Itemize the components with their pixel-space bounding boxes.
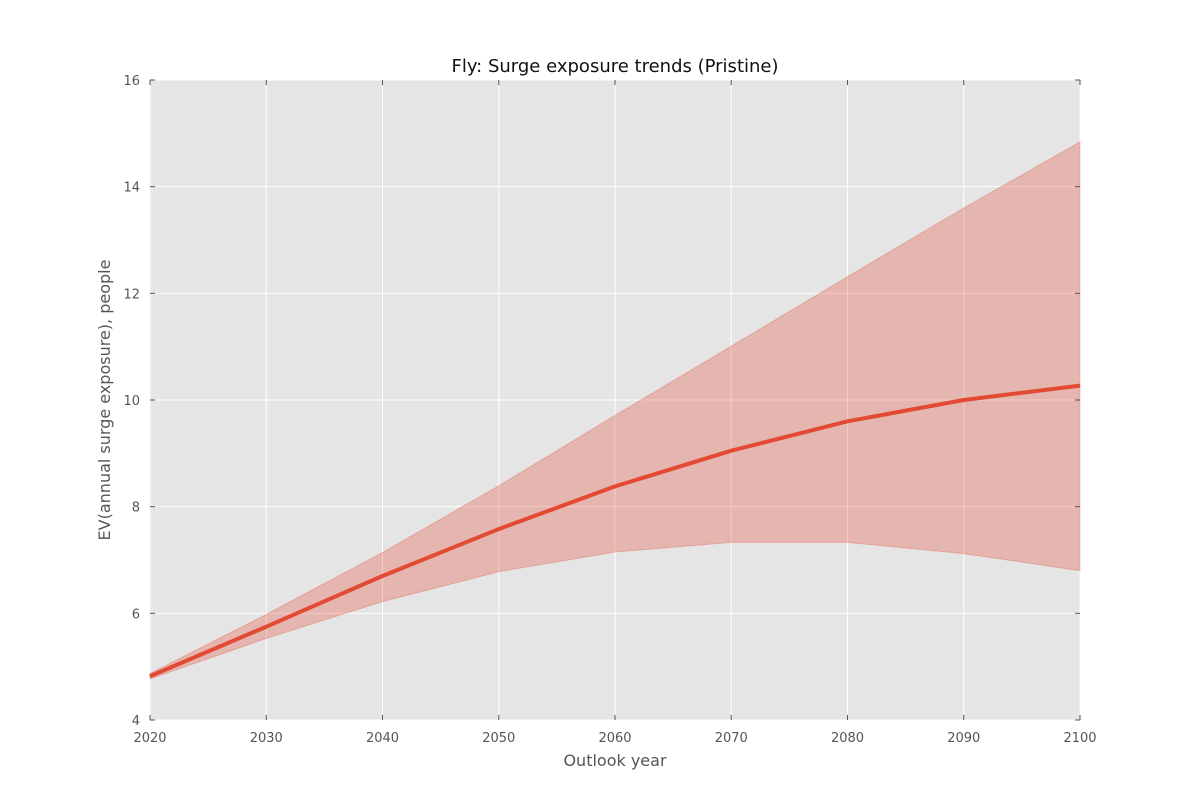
y-tick-label: 10 [123, 394, 140, 409]
x-tick-label: 2100 [1063, 731, 1096, 746]
y-tick-label: 4 [132, 714, 140, 729]
x-tick-label: 2040 [366, 731, 399, 746]
y-tick-label: 16 [123, 74, 140, 89]
x-tick-label: 2020 [133, 731, 166, 746]
x-tick-label: 2050 [482, 731, 515, 746]
y-axis-label: EV(annual surge exposure), people [95, 260, 114, 541]
y-tick-label: 14 [123, 181, 140, 196]
x-tick-label: 2090 [947, 731, 980, 746]
x-tick-label: 2070 [715, 731, 748, 746]
x-tick-label: 2060 [598, 731, 631, 746]
chart-title: Fly: Surge exposure trends (Pristine) [451, 56, 778, 77]
y-tick-label: 6 [132, 607, 140, 622]
y-tick-label: 8 [132, 501, 140, 516]
confidence-band [149, 141, 1081, 680]
x-tick-labels: 2020 2030 2040 2050 2060 2070 2080 2090 2100 [133, 731, 1096, 746]
y-tick-label: 12 [123, 287, 140, 302]
series-line [149, 383, 1081, 679]
axis-ticks [149, 79, 1081, 721]
x-tick-label: 2080 [831, 731, 864, 746]
x-axis-label: Outlook year [563, 751, 667, 770]
x-tick-label: 2030 [250, 731, 283, 746]
y-tick-labels: 4 6 8 10 12 14 16 [123, 74, 140, 729]
